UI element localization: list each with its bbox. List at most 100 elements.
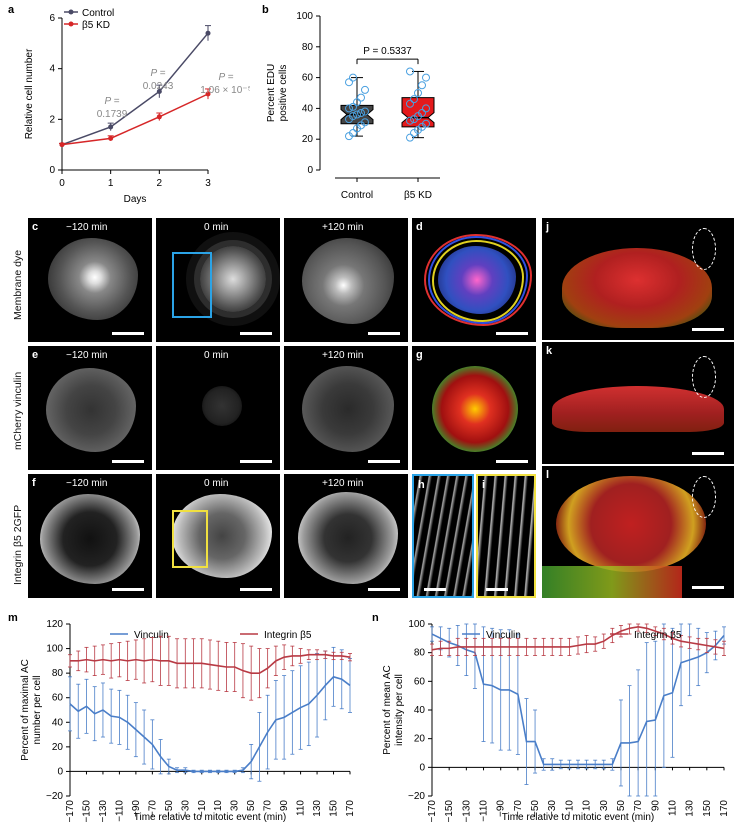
y-tick-label: 100 [296, 11, 313, 22]
y-tick-label: 20 [302, 134, 314, 145]
x-axis-label: Time relative to mitotic event (min) [502, 812, 654, 823]
cell-image [172, 494, 272, 578]
data-point [357, 109, 365, 118]
x-axis-label: Time relative to mitotic event (min) [134, 812, 286, 823]
x-tick-label: 50 [616, 800, 627, 812]
data-point [418, 81, 426, 90]
series-line-1 [61, 93, 209, 146]
legend-label: Integrin β5 [634, 630, 682, 641]
data-point [406, 133, 414, 142]
series-line-1 [431, 626, 725, 651]
data-point [349, 129, 357, 138]
cell-outline-red [424, 234, 532, 326]
scale-bar [112, 588, 144, 591]
data-point [422, 119, 430, 128]
y-tick-label: 0 [57, 766, 63, 777]
x-tick-label: 170 [719, 800, 730, 817]
series-line-1 [70, 653, 351, 674]
x-tick-label: 110 [667, 800, 678, 816]
scale-bar [424, 588, 446, 591]
panel-letter-e: e [32, 349, 39, 361]
panel-letter-j: j [546, 221, 550, 233]
scale-bar [240, 460, 272, 463]
x-tick-label: 170 [345, 800, 356, 817]
y-tick-label: 0 [49, 165, 55, 176]
x-tick-label: 70 [263, 800, 274, 812]
legend-marker [68, 21, 74, 27]
legend-label: Vinculin [486, 630, 521, 641]
x-tick-label: −150 [444, 800, 455, 823]
x-tick-label: −170 [427, 800, 438, 823]
cell-image [302, 366, 394, 452]
image-panel-j: j [542, 218, 734, 340]
y-tick-label: 0 [307, 165, 313, 176]
p-value-label: P = [151, 68, 166, 79]
time-label: 0 min [204, 350, 229, 361]
image-panel-c-0: 0 min [156, 218, 280, 342]
data-point [357, 93, 365, 102]
x-axis-label: Days [124, 194, 147, 205]
data-point [406, 67, 414, 76]
panel-letter-g: g [416, 349, 423, 361]
y-tick-label: 80 [302, 42, 314, 53]
panel-letter-b: b [262, 4, 269, 16]
panel-letter-n: n [372, 612, 379, 624]
time-label: +120 min [322, 478, 364, 489]
y-axis-label-line2: number per cell [32, 676, 43, 745]
image-panel-h: h [412, 474, 474, 598]
x-tick-label: 110 [296, 800, 307, 816]
data-point [422, 73, 430, 82]
scale-bar [112, 460, 144, 463]
x-tick-label: −150 [81, 800, 92, 823]
x-tick-label: 50 [246, 800, 257, 812]
data-point [156, 114, 162, 120]
x-tick-label: 0 [59, 178, 65, 189]
x-tick-label: −110 [479, 800, 490, 822]
cell-image [298, 492, 398, 584]
panel-letter-k: k [546, 345, 553, 357]
scale-bar [486, 588, 508, 591]
y-tick-label: 60 [52, 693, 64, 704]
series-line-0 [431, 633, 725, 766]
x-tick-label: −90 [496, 800, 507, 817]
p-value-label: P = 0.5337 [363, 46, 412, 57]
scale-bar [368, 332, 400, 335]
ellipse-orientation-icon [692, 476, 716, 518]
p-value-label: P = [219, 72, 234, 83]
legend-label: Vinculin [134, 630, 169, 641]
data-point [406, 99, 414, 108]
data-point [349, 102, 357, 111]
cell-3d-render [552, 386, 724, 432]
image-panel-k: k [542, 342, 734, 464]
data-point [349, 112, 357, 121]
scale-bar [692, 452, 724, 455]
series-line-0 [61, 32, 209, 146]
row-label-integrin: Integrin β5 2GFP [12, 504, 24, 585]
y-axis-label-line1: Percent EDU [266, 64, 277, 122]
data-point [406, 116, 414, 125]
x-tick-label: −30 [180, 800, 191, 817]
data-point [108, 124, 114, 130]
x-tick-label: −130 [98, 800, 109, 823]
data-point [422, 104, 430, 113]
legend-label: Control [82, 8, 114, 19]
y-tick-label: 40 [302, 103, 314, 114]
green-substrate [542, 566, 682, 598]
p-value-number: 1.06 × 10⁻⁵ [200, 85, 250, 96]
scale-bar [240, 588, 272, 591]
y-axis-label: Relative cell number [24, 48, 35, 139]
time-label: 0 min [204, 222, 229, 233]
y-tick-label: 60 [414, 676, 426, 687]
y-tick-label: 0 [419, 762, 425, 773]
data-point [205, 91, 211, 97]
x-tick-label: 150 [329, 800, 340, 817]
x-tick-label: −10 [197, 800, 208, 817]
panel-letter-f: f [32, 477, 36, 489]
x-tick-label: −130 [461, 800, 472, 823]
data-point [414, 89, 422, 97]
x-tick-label: −170 [65, 800, 76, 823]
y-tick-label: −20 [46, 791, 63, 802]
data-point [156, 88, 162, 94]
x-tick-label: 90 [650, 800, 661, 812]
y-axis-label-line1: Percent of maximal AC [20, 659, 31, 761]
